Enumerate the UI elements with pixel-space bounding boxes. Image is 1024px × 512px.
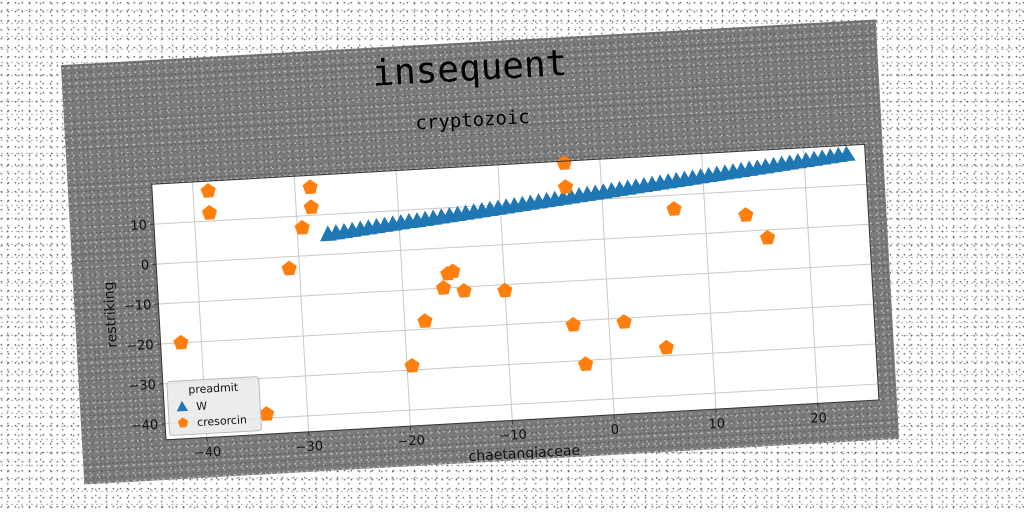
data-point-pentagon bbox=[557, 179, 574, 194]
y-gridline bbox=[156, 223, 870, 265]
chart-subtitle: cryptozoic bbox=[415, 106, 530, 134]
y-gridline bbox=[162, 343, 876, 385]
x-gridline bbox=[599, 159, 615, 415]
data-point-pentagon bbox=[281, 260, 297, 276]
y-tick-label: 10 bbox=[130, 218, 147, 234]
x-tick-label: −30 bbox=[295, 439, 323, 456]
x-tick-label: −40 bbox=[193, 445, 221, 462]
data-point-pentagon bbox=[616, 314, 632, 329]
x-tick-label: −10 bbox=[499, 428, 527, 445]
data-point-pentagon bbox=[658, 339, 674, 355]
x-tick-label: 0 bbox=[610, 423, 619, 438]
data-point-pentagon bbox=[294, 219, 310, 235]
data-point-pentagon bbox=[201, 205, 217, 220]
data-marks bbox=[173, 145, 856, 421]
y-tick-label: −30 bbox=[128, 378, 156, 395]
plot-frame bbox=[151, 143, 880, 441]
data-point-triangle bbox=[838, 145, 856, 162]
data-point-pentagon bbox=[497, 282, 513, 298]
y-axis-label: restriking bbox=[101, 281, 121, 348]
y-gridline bbox=[153, 183, 867, 225]
x-gridline bbox=[802, 147, 819, 404]
x-tick-label: −20 bbox=[397, 433, 425, 450]
data-point-pentagon bbox=[258, 406, 275, 421]
data-point-pentagon bbox=[303, 199, 319, 215]
data-point-pentagon bbox=[445, 263, 461, 279]
x-gridline bbox=[395, 170, 411, 427]
y-tick-label: −40 bbox=[130, 418, 158, 435]
data-point-pentagon bbox=[556, 155, 572, 170]
tick-labels: −40 −30 −20 −10 0 10 20 −40 −30 −20 −10 0 10 bbox=[124, 218, 828, 462]
data-point-pentagon bbox=[200, 183, 216, 198]
data-point-pentagon bbox=[302, 179, 318, 195]
data-point-pentagon bbox=[666, 201, 682, 216]
legend-title: preadmit bbox=[188, 381, 239, 397]
y-tick-label: −20 bbox=[126, 338, 154, 355]
x-gridline bbox=[701, 153, 717, 410]
data-point-pentagon bbox=[417, 313, 433, 328]
data-point-pentagon bbox=[404, 357, 420, 373]
data-point-pentagon bbox=[173, 334, 189, 350]
y-tick-label: −10 bbox=[124, 298, 152, 315]
data-point-pentagon bbox=[565, 316, 581, 332]
chart-figure: insequent cryptozoic −40 −30 −20 −10 0 10 20 −4… bbox=[60, 19, 900, 485]
data-point-pentagon bbox=[435, 280, 452, 295]
data-point-pentagon bbox=[456, 282, 472, 298]
x-axis-label: chaetangiaceae bbox=[468, 443, 580, 465]
legend-label: W bbox=[196, 399, 208, 413]
y-gridline bbox=[160, 303, 874, 345]
data-point-pentagon bbox=[759, 229, 776, 245]
plot-area bbox=[151, 144, 879, 440]
legend-marker-pentagon bbox=[177, 417, 189, 428]
series-cresorcin bbox=[173, 155, 776, 421]
x-tick-label: 20 bbox=[810, 411, 827, 427]
y-tick-label: 0 bbox=[141, 258, 150, 273]
x-gridline bbox=[293, 176, 310, 432]
y-gridline bbox=[158, 263, 872, 305]
scatter-chart: insequent cryptozoic −40 −30 −20 −10 0 10 20−4… bbox=[101, 43, 880, 465]
series-W bbox=[320, 145, 856, 242]
data-point-pentagon bbox=[577, 356, 594, 371]
x-tick-label: 10 bbox=[708, 417, 725, 433]
legend-label: cresorcin bbox=[197, 413, 248, 429]
legend-marker-triangle bbox=[176, 400, 189, 412]
grid bbox=[153, 147, 879, 438]
legend-box bbox=[166, 376, 262, 436]
y-gridline bbox=[165, 383, 879, 425]
data-point-pentagon bbox=[738, 207, 754, 222]
chart-title: insequent bbox=[371, 43, 568, 95]
